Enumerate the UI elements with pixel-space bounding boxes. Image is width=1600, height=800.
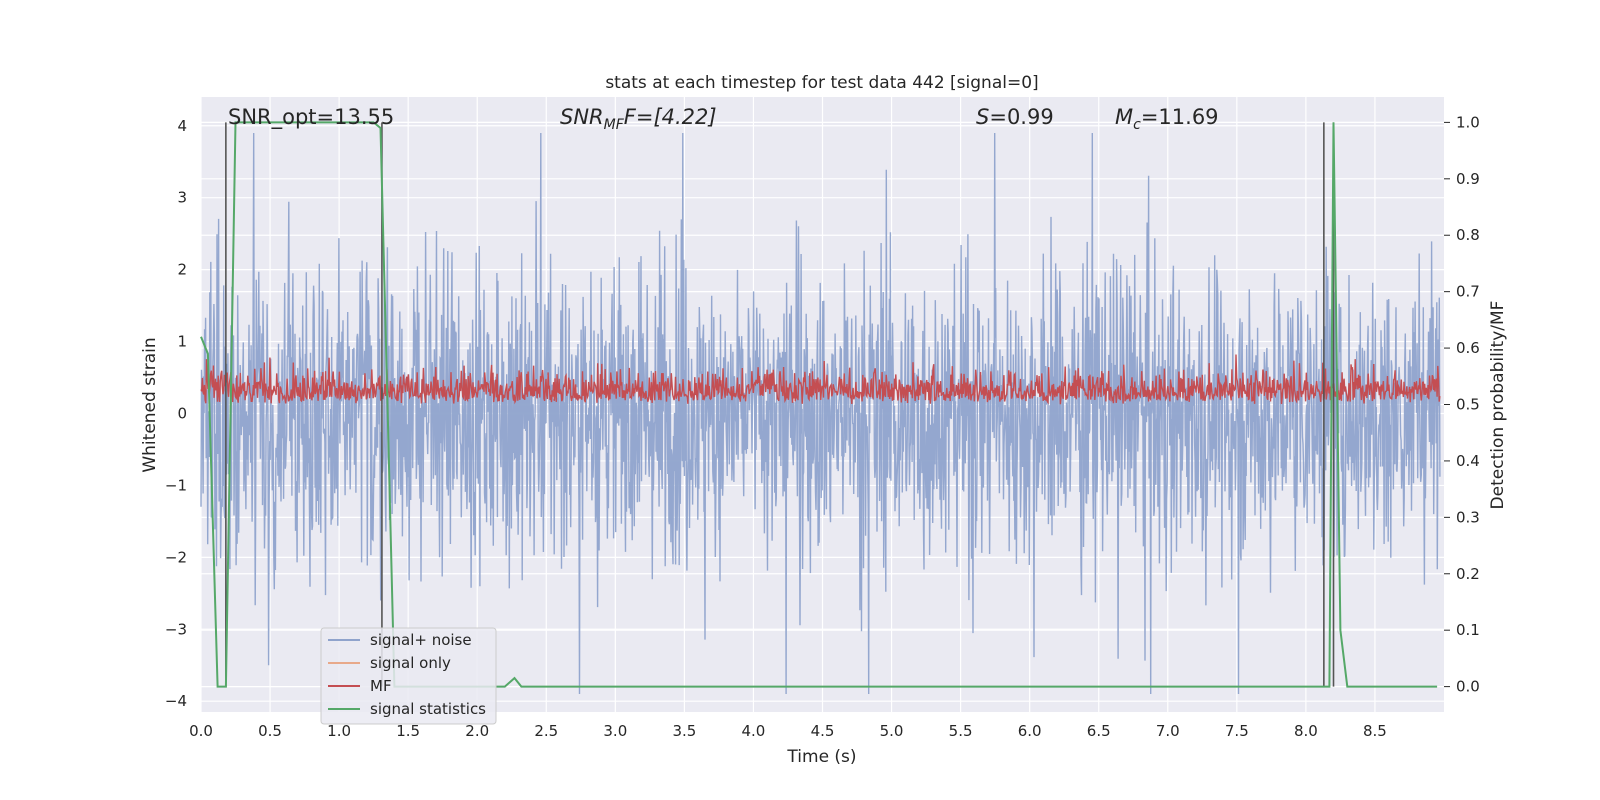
y-tick-label: 2 (177, 261, 187, 279)
y2-tick-label: 0.6 (1456, 339, 1480, 357)
x-tick-label: 7.0 (1156, 722, 1180, 740)
y-tick-label: 1 (177, 333, 187, 351)
x-tick-label: 2.5 (534, 722, 558, 740)
y2-tick-label: 0.3 (1456, 508, 1480, 526)
y2-tick-label: 0.5 (1456, 396, 1480, 414)
y2-tick-label: 0.1 (1456, 621, 1480, 639)
y2-tick-label: 0.9 (1456, 170, 1480, 188)
x-tick-label: 3.0 (603, 722, 627, 740)
x-tick-label: 0.5 (258, 722, 282, 740)
y-tick-label: 4 (177, 117, 187, 135)
x-tick-label: 7.5 (1225, 722, 1249, 740)
legend: signal+ noise signal only MF signal stat… (320, 627, 497, 725)
y-tick-label: −3 (165, 620, 187, 638)
x-tick-label: 4.5 (811, 722, 835, 740)
x-tick-label: 5.0 (880, 722, 904, 740)
x-tick-label: 6.0 (1018, 722, 1042, 740)
mf-line (200, 354, 1441, 405)
s-value: =0.99 (989, 105, 1053, 129)
x-tick-label: 8.5 (1363, 722, 1387, 740)
legend-box (320, 627, 497, 725)
snr-mf-symbol: SNR (560, 105, 604, 129)
x-tick-label: 0.0 (189, 722, 213, 740)
signal-noise-line (200, 132, 1441, 695)
s-symbol: S (976, 105, 989, 129)
x-tick-label: 2.0 (465, 722, 489, 740)
tick-labels: 0.0 0.5 1.0 1.5 2.0 2.5 3.0 3.5 4.0 4.5 5.0 5.5 6.0 6… (165, 113, 1480, 740)
vertical-markers (225, 122, 1335, 687)
y2-tick-label: 0.4 (1456, 452, 1480, 470)
x-axis-label: Time (s) (786, 747, 856, 767)
y-tick-label: −4 (165, 692, 187, 710)
x-tick-label: 5.5 (949, 722, 973, 740)
signal-noise-series (200, 132, 1441, 695)
x-tick-label: 6.5 (1087, 722, 1111, 740)
legend-label-noise: signal+ noise (370, 631, 472, 649)
snr-mf-annotation: SNRMFF=[4.22] (560, 105, 717, 133)
mc-annotation: Mc=11.69 (1115, 105, 1219, 133)
mc-value: =11.69 (1141, 105, 1219, 129)
y2-tick-label: 1.0 (1456, 113, 1480, 131)
y-tick-label: −2 (165, 548, 187, 566)
legend-label-signal-only: signal only (370, 654, 451, 672)
mc-subscript: c (1133, 117, 1141, 133)
y-tick-label: 0 (177, 404, 187, 422)
x-tick-label: 1.0 (327, 722, 351, 740)
x-tick-label: 8.0 (1294, 722, 1318, 740)
mf-series (200, 354, 1441, 405)
snr-mf-value: F=[4.22] (624, 105, 717, 129)
x-tick-label: 1.5 (396, 722, 420, 740)
x-tick-label: 3.5 (672, 722, 696, 740)
y2-tick-label: 0.0 (1456, 678, 1480, 696)
s-annotation: S=0.99 (976, 105, 1054, 129)
snr-opt-annotation: SNR_opt=13.55 (228, 105, 394, 130)
y2-axis-label: Detection probability/MF (1488, 301, 1508, 510)
mc-symbol: M (1115, 105, 1133, 129)
y-axis-label: Whitened strain (140, 337, 160, 472)
x-tick-label: 4.0 (742, 722, 766, 740)
y2-tick-label: 0.2 (1456, 565, 1480, 583)
y2-tick-label: 0.8 (1456, 226, 1480, 244)
legend-label-stats: signal statistics (370, 700, 486, 718)
chart-title: stats at each timestep for test data 442… (605, 73, 1038, 93)
y-tick-label: 3 (177, 189, 187, 207)
legend-label-mf: MF (370, 677, 392, 695)
y-tick-label: −1 (165, 476, 187, 494)
y2-tick-label: 0.7 (1456, 283, 1480, 301)
snr-mf-subscript: MF (604, 117, 625, 133)
